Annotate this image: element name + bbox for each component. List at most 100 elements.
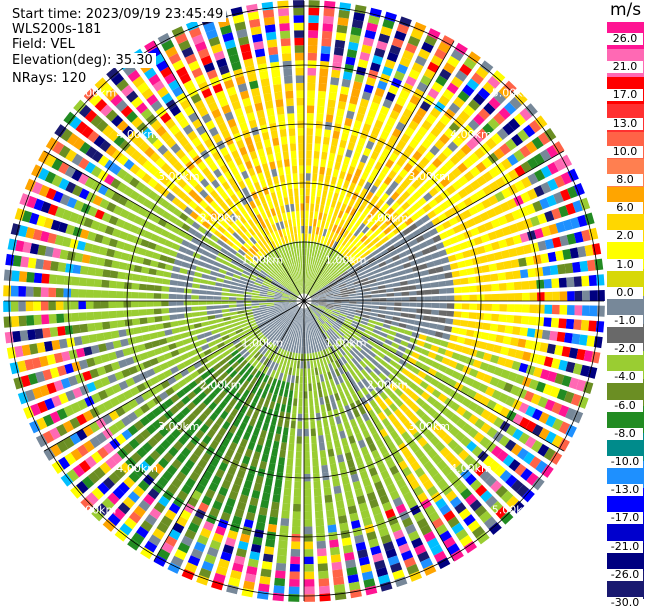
radar-gate bbox=[224, 375, 233, 384]
radar-gate bbox=[298, 286, 302, 294]
radar-gate bbox=[214, 376, 223, 385]
radar-gate bbox=[284, 480, 292, 489]
radar-gate bbox=[205, 336, 215, 343]
radar-gate bbox=[335, 234, 342, 243]
radar-gate bbox=[335, 416, 342, 425]
radar-gate bbox=[528, 316, 537, 326]
radar-gate bbox=[250, 367, 258, 376]
radar-gate bbox=[38, 150, 50, 164]
radar-gate bbox=[304, 511, 312, 520]
radar-gate bbox=[551, 358, 561, 370]
radar-gate bbox=[69, 238, 79, 249]
radar-gate bbox=[341, 294, 349, 298]
radar-gate bbox=[251, 295, 260, 298]
radar-gate bbox=[369, 498, 379, 509]
radar-gate bbox=[310, 292, 317, 297]
radar-gate bbox=[200, 371, 210, 380]
radar-gate bbox=[79, 228, 90, 240]
radar-gate bbox=[229, 247, 238, 255]
radar-gate bbox=[565, 318, 575, 330]
radar-gate bbox=[172, 86, 184, 98]
radar-gate bbox=[229, 285, 238, 290]
radar-gate bbox=[278, 540, 288, 549]
radar-gate bbox=[234, 508, 245, 519]
radar-gate bbox=[325, 114, 334, 123]
radar-gate bbox=[444, 349, 454, 358]
radar-gate bbox=[269, 285, 277, 290]
radar-gate bbox=[266, 368, 273, 377]
radar-gate bbox=[314, 503, 323, 512]
radar-gate bbox=[279, 332, 285, 340]
radar-gate bbox=[583, 350, 594, 362]
radar-gate bbox=[431, 303, 440, 309]
radar-gate bbox=[215, 215, 225, 225]
radar-gate bbox=[392, 103, 404, 114]
radar-gate bbox=[129, 386, 140, 397]
radar-gate bbox=[78, 301, 86, 310]
radar-gate bbox=[13, 376, 24, 390]
radar-gate bbox=[208, 36, 221, 47]
radar-gate bbox=[283, 317, 290, 325]
radar-gate bbox=[82, 370, 93, 382]
radar-gate bbox=[267, 351, 274, 360]
radar-gate bbox=[129, 163, 141, 175]
radar-gate bbox=[250, 434, 258, 444]
radar-gate bbox=[416, 492, 428, 503]
radar-gate bbox=[272, 409, 279, 419]
radar-gate bbox=[165, 192, 176, 202]
radar-gate bbox=[494, 191, 506, 202]
radar-gate bbox=[273, 362, 279, 371]
radar-gate bbox=[304, 248, 307, 256]
radar-gate bbox=[318, 174, 325, 183]
radar-gate bbox=[350, 473, 360, 483]
radar-gate bbox=[379, 359, 389, 368]
radar-gate bbox=[35, 434, 48, 448]
radar-gate bbox=[212, 333, 221, 340]
radar-gate bbox=[580, 319, 590, 331]
radar-gate bbox=[239, 319, 248, 325]
radar-gate bbox=[221, 308, 230, 313]
radar-gate bbox=[253, 312, 261, 317]
radar-gate bbox=[150, 233, 160, 243]
radar-gate bbox=[325, 229, 331, 238]
radar-gate bbox=[245, 511, 256, 521]
radar-gate bbox=[309, 280, 314, 288]
radar-gate bbox=[464, 493, 478, 506]
radar-gate bbox=[307, 315, 311, 323]
radar-gate bbox=[275, 330, 282, 338]
radar-gate bbox=[204, 94, 216, 106]
radar-gate bbox=[417, 257, 426, 264]
radar-gate bbox=[379, 581, 393, 592]
radar-gate bbox=[221, 129, 231, 139]
radar-gate bbox=[430, 55, 444, 67]
radar-gate bbox=[280, 365, 286, 374]
radar-gate bbox=[540, 369, 550, 381]
radar-gate bbox=[366, 201, 375, 210]
radar-gate bbox=[399, 89, 410, 100]
radar-gate bbox=[344, 490, 354, 500]
radar-gate bbox=[281, 502, 291, 512]
range-ring-label: 1.00km bbox=[241, 253, 283, 266]
radar-gate bbox=[375, 339, 384, 347]
radar-gate bbox=[451, 522, 465, 535]
radar-gate bbox=[269, 361, 276, 370]
radar-gate bbox=[278, 263, 284, 271]
radar-gate bbox=[517, 338, 527, 348]
radar-gate bbox=[305, 308, 309, 316]
radar-gate bbox=[362, 516, 373, 527]
radar-gate bbox=[274, 265, 281, 273]
radar-gate bbox=[369, 399, 378, 409]
colorbar-tick-label: -8.0 bbox=[607, 427, 643, 440]
radar-gate bbox=[238, 395, 247, 405]
radar-gate bbox=[209, 439, 220, 450]
radar-gate bbox=[360, 396, 368, 406]
radar-gate bbox=[336, 279, 345, 284]
radar-gate bbox=[308, 7, 320, 16]
radar-gate bbox=[166, 203, 177, 213]
radar-gate bbox=[281, 143, 289, 153]
radar-gate bbox=[531, 440, 543, 453]
radar-gate bbox=[85, 146, 98, 159]
radar-gate bbox=[116, 319, 126, 328]
radar-gate bbox=[116, 168, 128, 180]
radar-gate bbox=[330, 326, 338, 333]
